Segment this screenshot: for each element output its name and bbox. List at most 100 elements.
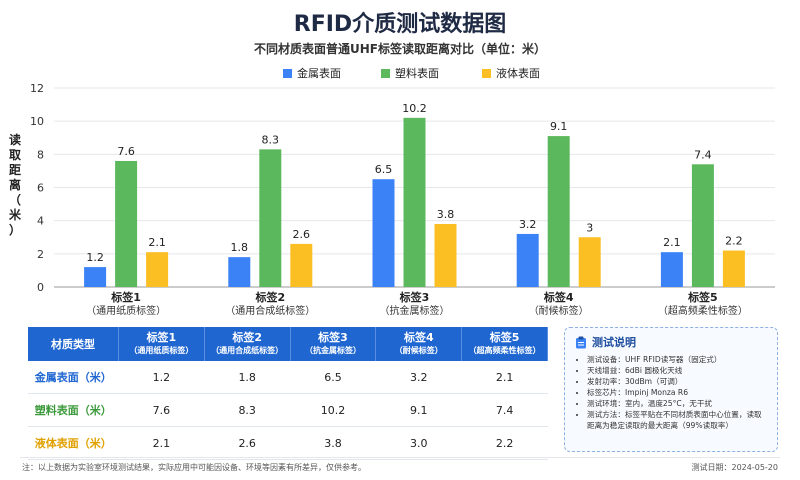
x-tick-label: 标签4	[543, 290, 574, 304]
bar-5-2	[691, 164, 714, 287]
data-label: 8.3	[262, 133, 280, 146]
table-row: 塑料表面（米） 7.6 8.3 10.2 9.1 7.4	[28, 393, 548, 427]
table-cell: 2.2	[461, 426, 548, 460]
bar-4-2	[547, 136, 570, 287]
table-cell: 3.2	[375, 361, 462, 394]
bar-1-3	[146, 252, 169, 287]
bar-2-3	[290, 243, 313, 287]
col-name: 标签3	[318, 331, 348, 344]
table-cell: 1.2	[118, 361, 205, 394]
legend-label-3: 液体表面	[496, 66, 540, 80]
x-tick-desc: （抗金属标签）	[380, 304, 450, 317]
data-label: 3.8	[437, 208, 455, 221]
data-label: 2.2	[725, 235, 743, 248]
info-item: 天线增益：6dBi 圆极化天线	[587, 365, 767, 376]
table-cell: 3.0	[375, 426, 462, 460]
footer-divider	[20, 457, 780, 458]
legend-swatch-2	[381, 69, 390, 78]
x-tick-desc: （通用纸质标签）	[86, 304, 166, 317]
data-label: 3.2	[519, 218, 537, 231]
legend-swatch-3	[482, 69, 491, 78]
col-name: 标签2	[232, 331, 263, 344]
info-header: 测试说明	[575, 334, 767, 350]
x-tick-label: 标签1	[110, 290, 141, 304]
legend-label-2: 塑料表面	[395, 66, 439, 80]
col-desc: （通用纸质标签）	[129, 346, 194, 355]
row-label: 金属表面（米）	[28, 361, 119, 394]
data-label: 1.2	[86, 251, 104, 264]
table-header-type: 材质类型	[28, 327, 119, 361]
footer-note: 注：以上数据为实验室环境测试结果，实际应用中可能因设备、环境等因素有所差异，仅供…	[22, 463, 366, 472]
info-item: 标签芯片：Impinj Monza R6	[587, 387, 767, 398]
col-name: 标签5	[489, 331, 520, 344]
bar-2-1	[228, 257, 251, 287]
table-cell: 9.1	[375, 393, 462, 427]
test-info-panel: 测试说明 测试设备：UHF RFID读写器（固定式）天线增益：6dBi 圆极化天…	[564, 327, 778, 452]
table-header-col: 标签3 （抗金属标签）	[290, 327, 377, 361]
table-header-row: 材质类型 标签1 （通用纸质标签） 标签2 （通用合成纸标签） 标签3 （抗金属标签） 标签4…	[28, 327, 548, 361]
table-header-col: 标签5 （超高频柔性标签）	[461, 327, 548, 361]
table-cell: 2.1	[118, 426, 205, 460]
bar-4-3	[578, 237, 601, 287]
x-tick-desc: （超高频柔性标签）	[658, 304, 748, 317]
x-tick-label: 标签5	[687, 290, 718, 304]
table-cell: 2.6	[204, 426, 291, 460]
bar-2-2	[259, 149, 282, 287]
col-desc: （通用合成纸标签）	[211, 346, 284, 355]
data-label: 3	[586, 221, 593, 234]
bar-3-3	[434, 223, 457, 287]
table-cell: 1.8	[204, 361, 291, 394]
info-item: 测试设备：UHF RFID读写器（固定式）	[587, 354, 767, 365]
row-label: 液体表面（米）	[28, 426, 119, 460]
data-label: 2.6	[293, 228, 311, 241]
table-cell: 7.6	[118, 393, 205, 427]
bar-3-2	[403, 117, 426, 287]
col-desc: （抗金属标签）	[304, 346, 361, 355]
clipboard-icon	[576, 336, 586, 348]
data-label: 9.1	[550, 120, 568, 133]
y-tick-label: 8	[37, 148, 44, 161]
table-header-col: 标签2 （通用合成纸标签）	[204, 327, 291, 361]
bar-chart: 金属表面 塑料表面 液体表面 0 2 4 6 8 10 12 读取距离（米） 1.2 7.6 2.1 标签1…	[9, 66, 775, 317]
col-desc: （超高频柔性标签）	[468, 346, 541, 355]
y-tick-label: 2	[37, 248, 44, 261]
col-name: 标签1	[146, 331, 177, 344]
table-body: 金属表面（米） 1.2 1.8 6.5 3.2 2.1 塑料表面（米） 7.6 8.3 10.2 9…	[28, 361, 548, 460]
y-tick-label: 12	[30, 82, 44, 95]
y-tick-label: 6	[37, 182, 44, 195]
page-title: RFID介质测试数据图	[293, 12, 507, 37]
bar-4-1	[516, 233, 539, 287]
y-tick-label: 4	[37, 215, 44, 228]
bar-5-1	[660, 252, 683, 287]
y-tick-label: 0	[37, 281, 44, 294]
data-label: 2.1	[663, 236, 681, 249]
table-cell: 2.1	[461, 361, 548, 394]
legend-swatch-1	[283, 69, 292, 78]
legend-label-1: 金属表面	[297, 66, 341, 80]
row-label: 塑料表面（米）	[28, 393, 119, 427]
test-date: 测试日期：2024-05-20	[691, 463, 779, 472]
y-axis-label: 读取距离（米）	[9, 132, 22, 237]
data-table: 材质类型 标签1 （通用纸质标签） 标签2 （通用合成纸标签） 标签3 （抗金属标签） 标签4…	[28, 327, 548, 460]
info-item: 发射功率：30dBm（可调）	[587, 376, 767, 387]
col-name: 标签4	[403, 331, 434, 344]
data-label: 1.8	[231, 241, 249, 254]
data-label: 7.6	[117, 145, 135, 158]
table-header-col: 标签4 （耐候标签）	[375, 327, 463, 361]
info-item: 测试环境：室内，温度25°C，无干扰	[587, 398, 767, 409]
info-title: 测试说明	[592, 336, 636, 349]
data-label: 10.2	[402, 102, 427, 115]
bar-1-2	[115, 160, 138, 287]
data-label: 2.1	[148, 236, 166, 249]
x-tick-label: 标签3	[399, 290, 430, 304]
table-cell: 6.5	[290, 361, 376, 394]
x-tick-desc: （耐候标签）	[529, 304, 589, 317]
bar-5-3	[722, 250, 745, 287]
table-cell: 3.8	[290, 426, 376, 460]
table-header-col: 标签1 （通用纸质标签）	[118, 327, 205, 361]
y-tick-label: 10	[30, 115, 44, 128]
x-tick-label: 标签2	[254, 290, 285, 304]
table-cell: 10.2	[290, 393, 376, 427]
bar-1-1	[84, 267, 107, 287]
table-row: 金属表面（米） 1.2 1.8 6.5 3.2 2.1	[28, 361, 548, 394]
